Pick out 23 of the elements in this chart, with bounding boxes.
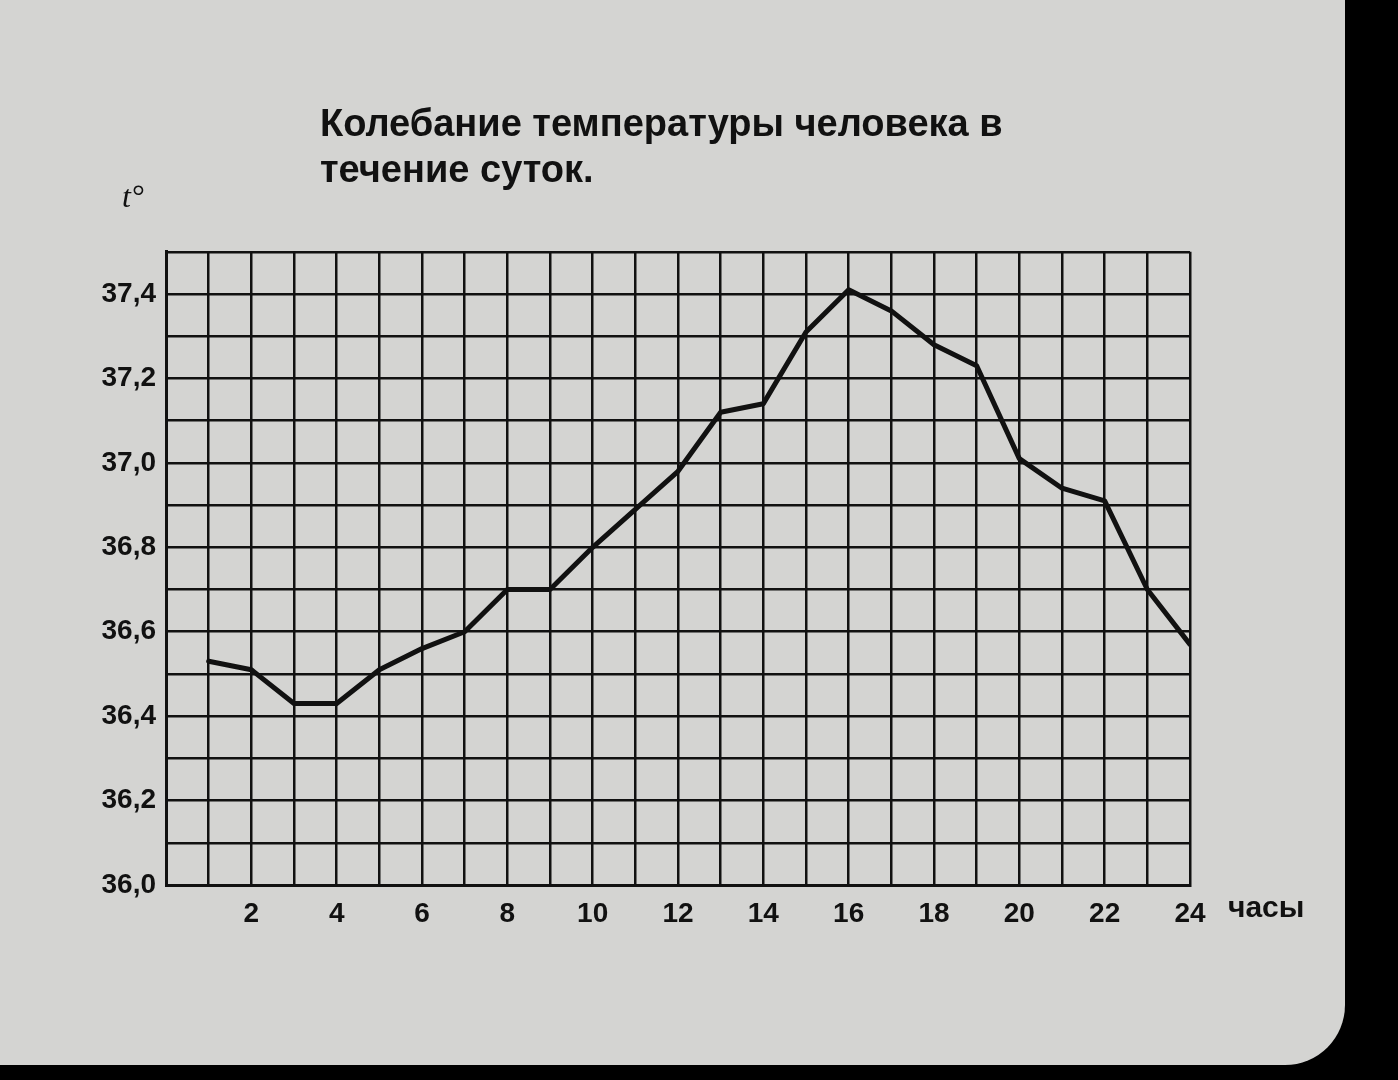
x-tick-label: 20 <box>1003 896 1035 928</box>
y-tick-label: 37,2 <box>101 361 156 393</box>
y-tick-label: 36,6 <box>101 614 156 646</box>
x-tick-label: 16 <box>833 896 865 928</box>
y-tick-label: 36,2 <box>101 783 156 815</box>
y-tick-label: 36,8 <box>101 530 156 562</box>
y-axis-title: t° <box>122 178 144 215</box>
chart-title: Колебание температуры человека в течение суток. <box>320 101 1004 192</box>
x-tick-label: 4 <box>328 896 345 928</box>
x-tick-label: 8 <box>499 896 516 928</box>
x-tick-label: 24 <box>1174 896 1206 928</box>
x-tick-label: 18 <box>918 896 950 928</box>
x-tick-label: 12 <box>662 896 694 928</box>
y-tick-label: 36,4 <box>101 698 157 730</box>
x-tick-label: 2 <box>243 896 260 928</box>
x-axis-title: часы <box>1228 890 1305 924</box>
x-tick-label: 22 <box>1089 896 1121 928</box>
x-tick-label: 10 <box>577 896 609 928</box>
y-tick-label: 36,0 <box>101 867 156 899</box>
y-tick-label: 37,0 <box>101 445 156 477</box>
y-tick-label: 37,4 <box>101 276 157 308</box>
x-tick-label: 14 <box>747 896 780 928</box>
x-tick-label: 6 <box>414 896 430 928</box>
